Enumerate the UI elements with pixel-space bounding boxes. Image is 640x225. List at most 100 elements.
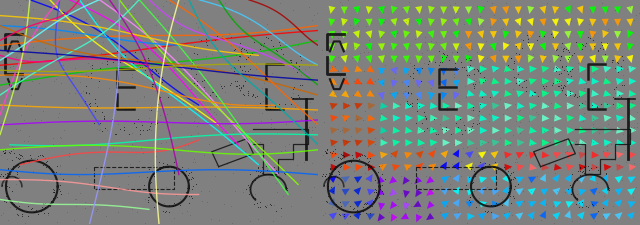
- Polygon shape: [591, 152, 599, 159]
- Polygon shape: [490, 44, 497, 52]
- Polygon shape: [378, 7, 385, 15]
- Polygon shape: [467, 103, 475, 110]
- Polygon shape: [354, 78, 362, 85]
- Polygon shape: [341, 91, 349, 98]
- Polygon shape: [467, 176, 475, 183]
- Polygon shape: [390, 201, 397, 209]
- Polygon shape: [403, 68, 410, 76]
- Polygon shape: [589, 44, 596, 52]
- Polygon shape: [504, 127, 512, 134]
- Polygon shape: [477, 44, 484, 52]
- Polygon shape: [413, 200, 422, 207]
- Polygon shape: [479, 177, 487, 183]
- Polygon shape: [579, 189, 586, 196]
- Polygon shape: [392, 127, 401, 134]
- Polygon shape: [415, 80, 422, 88]
- Polygon shape: [516, 164, 525, 171]
- Polygon shape: [378, 213, 385, 221]
- Polygon shape: [390, 80, 397, 88]
- Polygon shape: [590, 213, 598, 220]
- Polygon shape: [589, 19, 596, 27]
- Polygon shape: [629, 127, 637, 134]
- Polygon shape: [328, 198, 335, 207]
- Polygon shape: [403, 202, 410, 210]
- Polygon shape: [442, 115, 450, 122]
- Polygon shape: [591, 103, 599, 110]
- Polygon shape: [453, 92, 460, 100]
- Polygon shape: [554, 78, 562, 86]
- Polygon shape: [478, 19, 484, 27]
- Polygon shape: [527, 188, 536, 196]
- Polygon shape: [502, 186, 509, 194]
- Polygon shape: [504, 66, 512, 73]
- Polygon shape: [479, 103, 487, 110]
- Polygon shape: [602, 56, 609, 64]
- Polygon shape: [441, 201, 449, 208]
- Polygon shape: [579, 127, 587, 134]
- Polygon shape: [528, 177, 536, 183]
- Polygon shape: [478, 152, 486, 159]
- Polygon shape: [343, 152, 351, 159]
- Polygon shape: [479, 201, 487, 208]
- Polygon shape: [354, 43, 360, 52]
- Polygon shape: [554, 127, 562, 134]
- Polygon shape: [502, 31, 509, 39]
- Polygon shape: [566, 79, 574, 86]
- Polygon shape: [479, 90, 487, 97]
- Polygon shape: [504, 140, 512, 146]
- Polygon shape: [378, 44, 385, 52]
- Polygon shape: [503, 43, 509, 51]
- Polygon shape: [365, 44, 372, 52]
- Polygon shape: [515, 212, 524, 220]
- Polygon shape: [467, 189, 475, 196]
- Polygon shape: [378, 92, 385, 101]
- Polygon shape: [529, 164, 537, 171]
- Polygon shape: [515, 7, 522, 15]
- Polygon shape: [628, 115, 636, 122]
- Polygon shape: [616, 91, 624, 98]
- Polygon shape: [614, 199, 622, 207]
- Polygon shape: [505, 115, 512, 122]
- Polygon shape: [627, 56, 633, 64]
- Polygon shape: [452, 69, 460, 76]
- Polygon shape: [591, 66, 599, 73]
- Polygon shape: [440, 162, 447, 170]
- Polygon shape: [380, 140, 388, 147]
- Polygon shape: [567, 103, 574, 110]
- Polygon shape: [355, 115, 363, 122]
- Polygon shape: [416, 31, 422, 39]
- Polygon shape: [604, 164, 612, 171]
- Polygon shape: [405, 115, 413, 122]
- Polygon shape: [403, 19, 410, 27]
- Polygon shape: [566, 67, 574, 73]
- Polygon shape: [492, 91, 500, 98]
- Polygon shape: [564, 43, 571, 52]
- Polygon shape: [428, 7, 435, 15]
- Polygon shape: [467, 90, 475, 97]
- Polygon shape: [604, 115, 612, 122]
- Polygon shape: [390, 19, 397, 27]
- Polygon shape: [355, 140, 363, 147]
- Polygon shape: [330, 115, 338, 122]
- Polygon shape: [342, 176, 350, 183]
- Polygon shape: [415, 7, 422, 15]
- Polygon shape: [527, 19, 534, 27]
- Polygon shape: [393, 115, 401, 122]
- Polygon shape: [354, 91, 362, 98]
- Polygon shape: [415, 19, 422, 27]
- Polygon shape: [353, 56, 360, 64]
- Polygon shape: [355, 152, 363, 159]
- Polygon shape: [379, 164, 387, 171]
- Polygon shape: [602, 44, 609, 52]
- Polygon shape: [376, 189, 385, 196]
- Polygon shape: [465, 163, 473, 171]
- Polygon shape: [403, 56, 410, 64]
- Polygon shape: [529, 79, 537, 86]
- Polygon shape: [440, 151, 448, 158]
- Polygon shape: [627, 177, 636, 183]
- Polygon shape: [554, 115, 562, 122]
- Polygon shape: [426, 176, 435, 184]
- Polygon shape: [478, 56, 484, 64]
- Polygon shape: [429, 127, 438, 134]
- Polygon shape: [452, 56, 460, 64]
